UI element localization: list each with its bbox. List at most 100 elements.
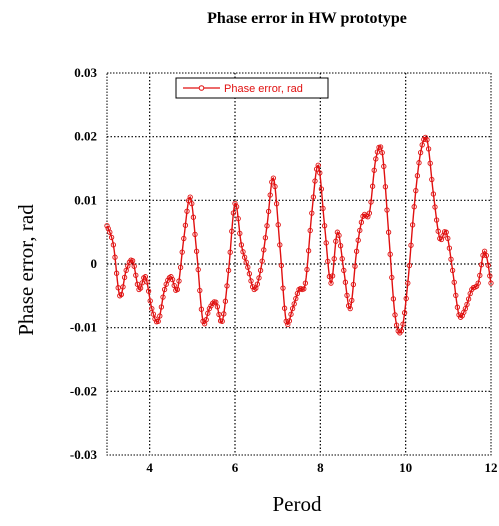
- data-point: [349, 297, 355, 304]
- data-point: [265, 208, 272, 215]
- tick-labels: 4 6 8 10 12 -0.03 -0.02 -0.01 0 0.01 0.02 0.03: [70, 65, 498, 475]
- data-point: [451, 279, 457, 285]
- data-point: [448, 256, 454, 262]
- data-point: [129, 258, 136, 264]
- data-point: [392, 312, 398, 318]
- data-point: [227, 249, 233, 255]
- data-point: [310, 194, 317, 200]
- data-point: [237, 230, 243, 237]
- data-point: [107, 229, 113, 235]
- data-point: [171, 282, 177, 289]
- data-point: [483, 252, 489, 259]
- data-point: [414, 173, 421, 179]
- data-point: [115, 285, 121, 291]
- data-point: [123, 267, 129, 274]
- data-point: [257, 267, 264, 274]
- data-point: [168, 274, 174, 280]
- data-point: [433, 217, 440, 223]
- data-point: [454, 304, 461, 310]
- data-point: [169, 276, 176, 283]
- data-point: [198, 306, 205, 312]
- data-point: [264, 223, 270, 229]
- data-point: [485, 262, 491, 268]
- data-point: [390, 296, 397, 302]
- data-point: [134, 281, 141, 287]
- y-tick-label: -0.01: [70, 320, 97, 335]
- data-point: [246, 271, 253, 277]
- data-point: [238, 242, 245, 248]
- data-point: [385, 229, 392, 235]
- data-point: [280, 285, 286, 291]
- data-point: [262, 235, 269, 241]
- data-point: [145, 288, 152, 294]
- data-point: [331, 256, 337, 262]
- data-point: [281, 305, 288, 311]
- data-point: [371, 167, 377, 173]
- data-point: [293, 295, 299, 302]
- data-point: [270, 175, 277, 181]
- data-point: [160, 294, 166, 300]
- data-point: [305, 248, 312, 254]
- x-tick-label: 6: [232, 460, 239, 475]
- data-point: [273, 201, 280, 207]
- data-point: [147, 298, 153, 304]
- data-point: [430, 191, 437, 197]
- data-point: [373, 156, 379, 162]
- data-point: [318, 186, 325, 192]
- data-point: [221, 311, 227, 317]
- data-point: [144, 279, 150, 285]
- series-layer: [104, 134, 494, 336]
- chart-title: Phase error in HW prototype: [207, 10, 407, 27]
- data-point: [411, 204, 417, 210]
- data-point: [291, 301, 297, 307]
- data-point: [182, 222, 189, 228]
- data-point: [401, 310, 408, 316]
- data-point: [379, 149, 385, 156]
- data-point: [108, 234, 115, 241]
- data-point: [245, 264, 251, 270]
- data-point: [355, 237, 361, 243]
- data-point: [425, 146, 432, 152]
- data-point: [121, 274, 128, 281]
- data-point: [261, 247, 267, 253]
- data-point: [203, 317, 209, 323]
- grid: [107, 73, 491, 455]
- data-point: [113, 270, 120, 276]
- data-point: [229, 228, 235, 234]
- data-point: [336, 232, 342, 239]
- data-point: [149, 305, 155, 312]
- data-point: [339, 256, 345, 262]
- data-point: [157, 313, 163, 319]
- data-point: [165, 277, 171, 283]
- data-point: [393, 322, 400, 328]
- data-point: [398, 328, 405, 334]
- data-point: [133, 272, 139, 278]
- data-point: [189, 200, 195, 207]
- data-point: [350, 281, 357, 288]
- data-point: [275, 222, 281, 228]
- data-point: [315, 162, 321, 168]
- data-point: [174, 286, 181, 293]
- data-point: [464, 301, 470, 308]
- data-point: [142, 274, 149, 280]
- data-point: [136, 286, 142, 293]
- data-point: [408, 242, 414, 248]
- data-point: [342, 279, 349, 285]
- legend-series-label: Phase error, rad: [224, 83, 303, 95]
- data-point: [161, 286, 168, 293]
- legend-marker: [198, 85, 205, 91]
- data-point: [150, 311, 157, 317]
- data-point: [230, 210, 237, 216]
- legend-box: [175, 77, 329, 99]
- data-point: [366, 210, 373, 216]
- x-tick-label: 10: [399, 460, 412, 475]
- data-point: [104, 223, 110, 229]
- data-point: [416, 160, 422, 166]
- data-point: [374, 149, 381, 155]
- data-point: [190, 214, 197, 220]
- data-point: [278, 262, 285, 269]
- data-point: [427, 160, 433, 166]
- data-point: [118, 291, 125, 298]
- data-point: [321, 223, 328, 229]
- data-point: [475, 280, 481, 286]
